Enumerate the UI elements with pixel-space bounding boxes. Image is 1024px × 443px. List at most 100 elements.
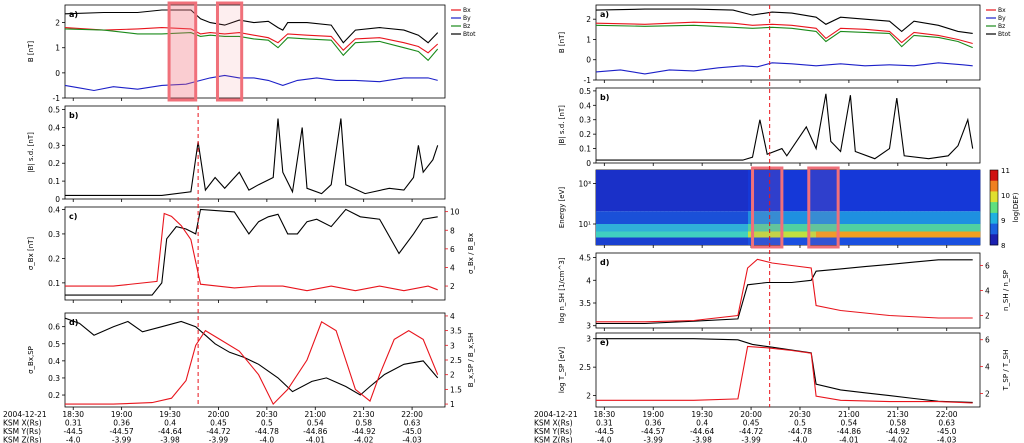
right-c-heatmap-cell <box>640 211 645 224</box>
right-c-heatmap-cell <box>848 211 853 224</box>
left-coord-value: 0.5 <box>261 419 273 428</box>
right-c-heatmap-cell <box>912 237 917 245</box>
right-d-ylabel-right: n_SH / n_SP <box>1002 270 1010 311</box>
right-c-heatmap-cell <box>872 237 877 245</box>
right-c-heatmap-cell <box>864 224 869 232</box>
right-c-heatmap-cell <box>760 237 765 245</box>
right-c-heatmap-cell <box>892 170 897 212</box>
right-c-heatmap-cell <box>936 231 941 238</box>
right-c-heatmap-cell <box>852 211 857 224</box>
right-c-heatmap-cell <box>824 231 829 238</box>
right-c-heatmap-cell <box>868 231 873 238</box>
right-coord-value: 0.5 <box>794 419 806 428</box>
right-c-heatmap-cell <box>944 237 949 245</box>
right-c-heatmap-cell <box>876 231 881 238</box>
right-c-heatmap-cell <box>764 170 769 212</box>
right-coord-value: -4.0 <box>793 436 808 443</box>
left-c-ytick-label: 0.1 <box>48 279 60 288</box>
right-c-heatmap-cell <box>736 231 741 238</box>
right-c-heatmap-cell <box>712 170 717 212</box>
right-c-heatmap-cell <box>828 237 833 245</box>
right-c-heatmap-cell <box>964 170 969 212</box>
right-c-heatmap-cell <box>720 231 725 238</box>
right-c-heatmap-cell <box>952 211 957 224</box>
right-c-heatmap-cell <box>816 237 821 245</box>
right-c-heatmap-cell <box>944 231 949 238</box>
right-c-heatmap-cell <box>928 211 933 224</box>
right-c-heatmap-cell <box>764 224 769 232</box>
right-b-ylabel: |B| s.d. [nT] <box>558 105 566 146</box>
right-c-heatmap-cell <box>972 237 977 245</box>
right-c-heatmap-cell <box>820 224 825 232</box>
right-c-heatmap-cell <box>616 231 621 238</box>
right-c-heatmap-cell <box>912 211 917 224</box>
right-c-heatmap-cell <box>756 237 761 245</box>
right-c-heatmap-cell <box>632 231 637 238</box>
right-c-heatmap-cell <box>940 170 945 212</box>
right-c-heatmap-cell <box>864 211 869 224</box>
right-c-heatmap-cell <box>844 211 849 224</box>
right-c-heatmap-cell <box>940 224 945 232</box>
right-c-heatmap-cell <box>692 211 697 224</box>
right-e-ylabel: log T_SP [eV] <box>558 347 566 393</box>
left-d-ytick-label: 0.4 <box>48 357 60 366</box>
right-c-heatmap-cell <box>688 211 693 224</box>
right-c-heatmap-cell <box>736 170 741 212</box>
right-c-heatmap-cell <box>888 211 893 224</box>
right-c-heatmap-cell <box>688 231 693 238</box>
right-c-heatmap-cell <box>952 170 957 212</box>
right-coord-value: -4.01 <box>839 436 859 443</box>
right-c-heatmap-cell <box>832 211 837 224</box>
right-c-heatmap-cell <box>688 170 693 212</box>
right-c-heatmap-cell <box>716 237 721 245</box>
right-a-ylabel: B [nT] <box>558 32 566 53</box>
right-c-heatmap-cell <box>844 231 849 238</box>
right-coord-value: 0.45 <box>743 419 760 428</box>
right-c-heatmap-cell <box>660 170 665 212</box>
right-c-heatmap-cell <box>716 211 721 224</box>
right-e-series-T_ratio <box>596 345 973 404</box>
right-highlight-box <box>807 166 840 249</box>
right-c-heatmap-cell <box>648 224 653 232</box>
left-a-legend-entry: Bz <box>463 23 470 30</box>
right-c-heatmap-cell <box>696 170 701 212</box>
right-c-heatmap-cell <box>672 237 677 245</box>
right-c-heatmap-cell <box>752 170 757 212</box>
left-coord-value: -45.0 <box>402 427 422 436</box>
left-d-frame <box>64 312 446 408</box>
right-c-heatmap-cell <box>660 211 665 224</box>
right-c-heatmap-cell <box>860 231 865 238</box>
right-c-heatmap-cell <box>660 224 665 232</box>
right-c-heatmap-cell <box>608 170 613 212</box>
right-coord-value: 0.36 <box>645 419 662 428</box>
right-b-ytick-label: 0.2 <box>579 130 591 139</box>
right-c-heatmap-cell <box>596 224 601 232</box>
right-c-heatmap-cell <box>796 211 801 224</box>
right-c-heatmap-cell <box>720 224 725 232</box>
left-a-ytick-label: 1 <box>55 44 60 53</box>
right-c-heatmap-cell <box>684 170 689 212</box>
right-c-heatmap-cell <box>948 224 953 232</box>
right-c-heatmap-cell <box>860 237 865 245</box>
right-c-heatmap-cell <box>764 211 769 224</box>
right-c-heatmap-cell <box>860 170 865 212</box>
right-c-heatmap-cell <box>624 231 629 238</box>
right-c-heatmap-cell <box>852 170 857 212</box>
right-c-heatmap-cell <box>928 231 933 238</box>
right-c-heatmap-cell <box>960 231 965 238</box>
left-a-ytick-label: -1 <box>53 94 61 103</box>
right-c-heatmap-cell <box>704 237 709 245</box>
right-c-heatmap-cell <box>932 231 937 238</box>
right-c-heatmap-cell <box>800 231 805 238</box>
right-c-colorbar-frame <box>989 169 999 246</box>
right-c-heatmap-cell <box>888 224 893 232</box>
right-c-heatmap-cell <box>936 224 941 232</box>
right-c-colorbar-segment <box>990 223 998 235</box>
right-coord-value: 0.4 <box>696 419 708 428</box>
right-c-heatmap-cell <box>960 170 965 212</box>
right-c-heatmap-cell <box>728 224 733 232</box>
right-c-heatmap-cell <box>976 237 981 245</box>
right-c-heatmap-cell <box>880 211 885 224</box>
right-c-heatmap-cell <box>932 224 937 232</box>
right-c-heatmap-cell <box>964 231 969 238</box>
